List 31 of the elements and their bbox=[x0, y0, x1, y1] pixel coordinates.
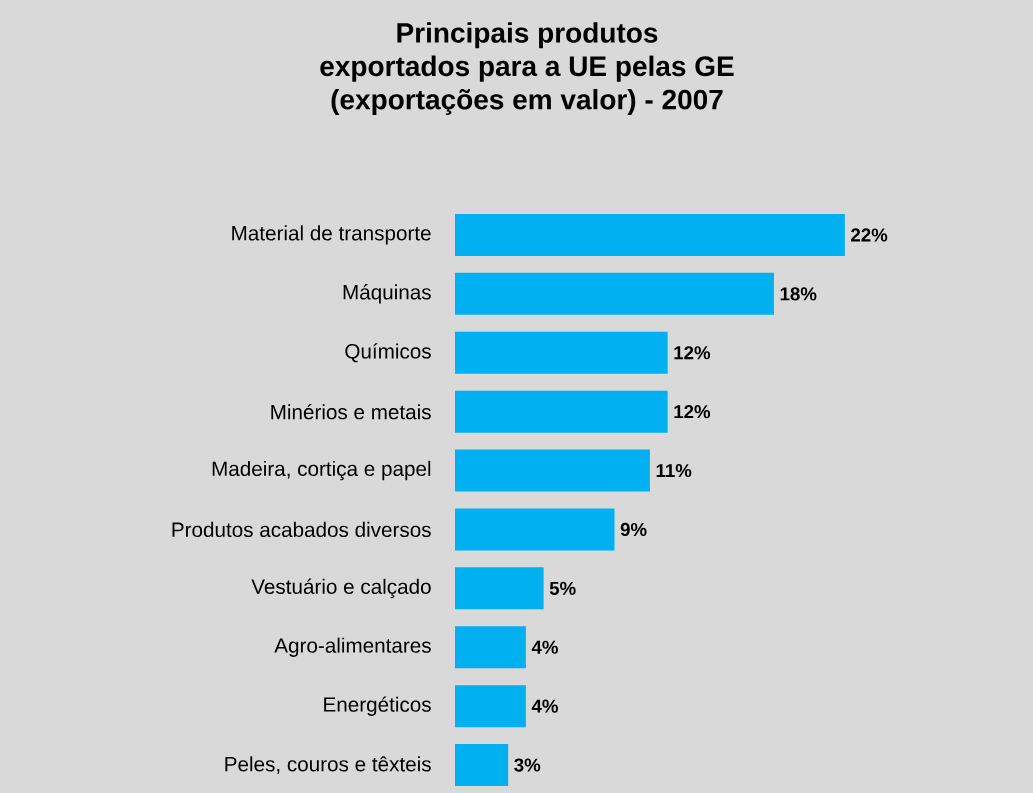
bar bbox=[455, 331, 668, 374]
data-label: 4% bbox=[531, 699, 558, 713]
bar bbox=[455, 272, 774, 315]
y-tick-label: Agro-alimentares bbox=[274, 637, 431, 657]
data-label: 9% bbox=[620, 522, 647, 537]
y-tick-label: Material de transporte bbox=[232, 225, 431, 245]
bar bbox=[455, 626, 526, 669]
y-tick-label: Peles, couros e têxteis bbox=[225, 756, 431, 774]
data-label: 4% bbox=[531, 640, 558, 654]
data-label: 3% bbox=[514, 758, 541, 772]
data-label: 12% bbox=[674, 405, 711, 419]
data-label: 22% bbox=[851, 228, 888, 242]
data-label: 18% bbox=[780, 287, 817, 301]
chart-title: Principais produtos exportados para a UE pelas GE (exportações em valor) - 2007 bbox=[320, 22, 734, 116]
bar bbox=[455, 508, 615, 551]
y-tick-label: Vestuário e calçado bbox=[251, 578, 431, 599]
data-label: 5% bbox=[549, 581, 576, 595]
y-tick-label: Energéticos bbox=[324, 696, 431, 716]
y-tick-label: Minérios e metais bbox=[271, 403, 431, 420]
bar bbox=[455, 567, 544, 610]
bar bbox=[455, 685, 526, 728]
y-tick-label: Máquinas bbox=[343, 284, 431, 304]
y-tick-label: Produtos acabados diversos bbox=[172, 521, 431, 538]
bar bbox=[455, 390, 668, 433]
y-tick-label: Madeira, cortiça e papel bbox=[212, 460, 431, 481]
data-label: 11% bbox=[656, 463, 692, 478]
bar bbox=[455, 449, 650, 492]
bar bbox=[455, 213, 845, 256]
bar bbox=[455, 744, 509, 787]
data-label: 12% bbox=[674, 346, 711, 360]
y-tick-label: Químicos bbox=[345, 343, 431, 363]
